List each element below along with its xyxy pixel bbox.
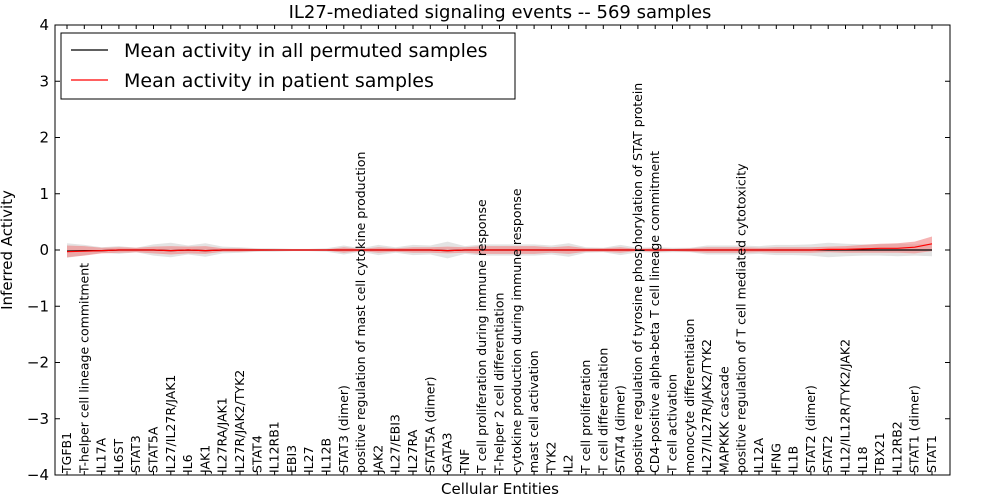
x-tick-label: IL6ST (111, 438, 126, 473)
x-tick-label: TGFB1 (59, 432, 74, 474)
x-tick-label: monocyte differentiation (682, 319, 697, 473)
x-tick-label: T cell proliferation (578, 360, 593, 474)
y-tick-label: 3 (39, 72, 49, 90)
y-tick-label: 1 (39, 185, 49, 203)
x-tick-label: IL6 (180, 454, 195, 473)
x-tick-label: STAT3 (128, 435, 143, 473)
x-tick-label: IL27/IL27R/JAK1 (163, 375, 178, 473)
x-tick-label: positive regulation of tyrosine phosphor… (630, 83, 645, 473)
x-tick-label: T-helper 2 cell differentiation (492, 293, 507, 474)
x-tick-label: positive regulation of mast cell cytokin… (353, 152, 368, 473)
x-tick-label: IFNG (768, 443, 783, 473)
confidence-bands (67, 236, 932, 259)
x-tick-label: STAT5A (146, 426, 161, 473)
x-tick-label: STAT5A (dimer) (422, 377, 437, 473)
x-axis-label: Cellular Entities (441, 480, 559, 498)
y-tick-label: 4 (39, 16, 49, 34)
x-tick-labels: TGFB1 T-helper cell lineage commitment IL1… (59, 83, 939, 474)
x-tick-label: IL17A (94, 437, 109, 473)
x-tick-label: mast cell activation (526, 350, 541, 473)
x-tick-label: T cell differentiation (595, 348, 610, 474)
x-tick-label: GATA3 (440, 433, 455, 473)
x-tick-label: JAK1 (197, 445, 212, 474)
x-tick-label: IL27/IL27R/JAK2/TYK2 (699, 339, 714, 473)
x-tick-label: CD4-positive alpha-beta T cell lineage c… (647, 151, 662, 473)
x-tick-label: STAT1 (dimer) (907, 385, 922, 473)
y-tick-label: 2 (39, 129, 49, 147)
x-tick-label: IL1B (786, 446, 801, 473)
legend-label-patient: Mean activity in patient samples (124, 70, 434, 92)
x-tick-label: T-helper cell lineage commitment (76, 263, 91, 474)
x-tick-label: STAT1 (924, 435, 939, 473)
x-tick-label: STAT2 (820, 435, 835, 473)
x-tick-label: TBX21 (872, 432, 887, 474)
chart-title: IL27-mediated signaling events -- 569 sa… (289, 2, 712, 23)
y-tick-label: −4 (27, 466, 49, 484)
x-tick-label: IL27R/JAK2/TYK2 (232, 370, 247, 473)
x-tick-label: IL12/IL12R/TYK2/JAK2 (838, 339, 853, 473)
series-line-patient (66, 243, 933, 253)
series-lines (66, 243, 933, 253)
axis-ticks: −4 −3 −2 −1 0 1 2 3 4 (27, 16, 950, 484)
plot-area-frame (54, 24, 951, 476)
x-tick-label: IL12A (751, 437, 766, 473)
x-tick-label: T cell activation (665, 374, 680, 474)
x-tick-label: IL2 (561, 454, 576, 473)
x-tick-label: STAT4 (249, 435, 264, 473)
y-tick-label: −1 (27, 297, 49, 315)
x-tick-label: STAT3 (dimer) (336, 385, 351, 473)
legend-label-permuted: Mean activity in all permuted samples (124, 40, 487, 62)
y-axis-label: Inferred Activity (0, 190, 16, 310)
x-tick-label: IL27RA (405, 429, 420, 473)
y-tick-label: 0 (39, 241, 49, 259)
legend-box (60, 32, 516, 100)
legend: Mean activity in all permuted samples Me… (60, 32, 516, 100)
x-tick-label: IL27RA/JAK1 (215, 397, 230, 473)
x-tick-label: STAT4 (dimer) (613, 385, 628, 473)
band-patient (67, 236, 932, 258)
x-tick-label: IL12RB2 (889, 421, 904, 473)
x-tick-label: EBI3 (284, 445, 299, 473)
x-tick-label: JAK2 (370, 445, 385, 474)
x-tick-label: IL27/EBI3 (388, 414, 403, 473)
x-tick-label: TYK2 (543, 442, 558, 474)
x-tick-label: STAT2 (dimer) (803, 385, 818, 473)
x-tick-label: IL27 (301, 446, 316, 473)
x-tick-label: IL18 (855, 446, 870, 473)
y-tick-label: −3 (27, 410, 49, 428)
x-tick-label: TNF (457, 449, 472, 474)
x-tick-label: MAPKKK cascade (716, 366, 731, 473)
x-tick-label: cytokine production during immune respon… (509, 188, 524, 473)
x-tick-label: IL12B (319, 438, 334, 473)
y-tick-label: −2 (27, 354, 49, 372)
x-tick-label: IL12RB1 (267, 421, 282, 473)
x-tick-label: T cell proliferation during immune respo… (474, 199, 489, 474)
x-tick-label: positive regulation of T cell mediated c… (734, 163, 749, 473)
